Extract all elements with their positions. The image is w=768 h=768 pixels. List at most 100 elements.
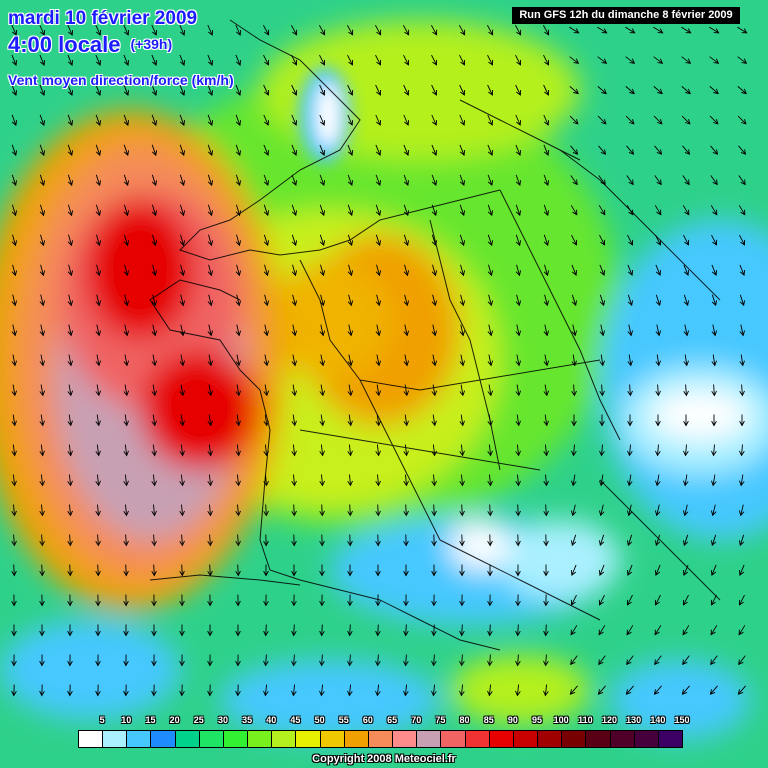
- wind-arrow: [626, 625, 634, 636]
- wind-arrow: [431, 84, 438, 96]
- wind-arrow: [459, 564, 465, 577]
- wind-arrow: [235, 654, 241, 667]
- legend-label: 85: [483, 715, 494, 725]
- wind-arrow: [319, 684, 325, 697]
- wind-arrow: [179, 84, 186, 96]
- wind-arrow: [67, 114, 74, 127]
- wind-arrow: [543, 654, 549, 667]
- wind-arrow: [179, 594, 185, 607]
- wind-arrow: [95, 354, 102, 367]
- wind-arrow: [347, 114, 354, 126]
- wind-arrow: [711, 384, 717, 397]
- wind-arrow: [151, 534, 157, 547]
- wind-arrow: [263, 234, 270, 247]
- wind-arrow: [235, 624, 241, 637]
- wind-arrow: [95, 444, 101, 457]
- wind-arrow: [235, 84, 242, 96]
- wind-arrow: [543, 144, 550, 156]
- wind-arrow: [515, 504, 521, 517]
- legend-swatch: [367, 730, 394, 748]
- wind-arrow: [403, 294, 410, 307]
- wind-arrow: [487, 324, 494, 337]
- wind-arrow: [598, 655, 606, 666]
- wind-arrow: [179, 504, 185, 517]
- wind-arrow: [235, 534, 241, 547]
- wind-arrow: [598, 534, 605, 547]
- wind-arrow: [375, 474, 381, 487]
- wind-arrow: [67, 444, 73, 457]
- legend-swatch: [343, 730, 369, 748]
- wind-arrow: [39, 624, 45, 637]
- wind-arrow: [375, 624, 381, 637]
- wind-arrow: [627, 444, 633, 457]
- wind-arrow: [739, 474, 745, 487]
- wind-arrow: [67, 294, 74, 307]
- wind-arrow: [487, 294, 494, 307]
- wind-arrow: [683, 384, 689, 397]
- wind-arrow: [711, 234, 718, 246]
- wind-arrow: [682, 175, 690, 186]
- wind-arrow: [682, 145, 691, 155]
- wind-arrow: [291, 414, 297, 427]
- wind-arrow: [597, 86, 607, 95]
- wind-arrow: [543, 564, 549, 577]
- wind-arrow: [515, 384, 522, 397]
- wind-arrow: [627, 264, 634, 276]
- wind-arrow: [459, 174, 466, 186]
- wind-arrow: [319, 144, 326, 156]
- wind-arrows: [11, 24, 748, 697]
- wind-arrow: [683, 294, 690, 307]
- wind-arrow: [235, 354, 242, 367]
- wind-arrow: [11, 294, 18, 307]
- wind-arrow: [123, 684, 129, 697]
- wind-arrow: [151, 594, 157, 607]
- wind-arrow: [291, 684, 297, 697]
- wind-arrow: [431, 264, 438, 277]
- wind-arrow: [263, 624, 269, 637]
- wind-arrow: [543, 114, 550, 126]
- wind-arrow: [347, 384, 354, 397]
- wind-arrow: [67, 54, 74, 66]
- wind-arrow: [543, 204, 550, 217]
- wind-arrow: [431, 384, 438, 397]
- wind-arrow: [543, 234, 550, 247]
- wind-arrow: [570, 205, 578, 216]
- wind-arrow: [625, 115, 635, 125]
- wind-arrow: [11, 504, 17, 517]
- legend-swatch: [150, 730, 176, 748]
- wind-arrow: [319, 444, 325, 457]
- wind-arrow: [570, 504, 577, 517]
- wind-arrow: [403, 474, 409, 487]
- wind-arrow: [375, 294, 382, 307]
- wind-arrow: [11, 354, 18, 367]
- wind-arrow: [39, 414, 45, 427]
- wind-arrow: [263, 504, 269, 517]
- wind-arrow: [67, 204, 74, 217]
- wind-arrow: [738, 205, 746, 216]
- wind-arrow: [710, 534, 717, 547]
- wind-arrow: [235, 294, 242, 307]
- country-borders: [149, 19, 721, 651]
- wind-arrow: [431, 624, 437, 637]
- wind-arrow: [403, 204, 410, 217]
- wind-arrow: [67, 504, 73, 517]
- wind-arrow: [599, 384, 605, 397]
- wind-arrow: [683, 354, 689, 367]
- wind-arrow: [347, 54, 354, 66]
- wind-arrow: [655, 264, 662, 276]
- wind-arrow: [569, 685, 578, 695]
- wind-arrow: [235, 204, 242, 217]
- wind-arrow: [738, 655, 746, 666]
- wind-arrow: [459, 234, 466, 247]
- wind-arrow: [291, 594, 297, 607]
- wind-arrow: [597, 26, 608, 34]
- wind-arrow: [543, 384, 550, 397]
- wind-arrow: [95, 204, 102, 217]
- wind-arrow: [207, 354, 214, 367]
- wind-arrow: [319, 354, 326, 367]
- legend-swatch: [633, 730, 659, 748]
- wind-arrow: [375, 54, 382, 66]
- wind-arrow: [123, 54, 130, 66]
- wind-arrow: [599, 294, 606, 307]
- wind-arrow: [459, 444, 465, 457]
